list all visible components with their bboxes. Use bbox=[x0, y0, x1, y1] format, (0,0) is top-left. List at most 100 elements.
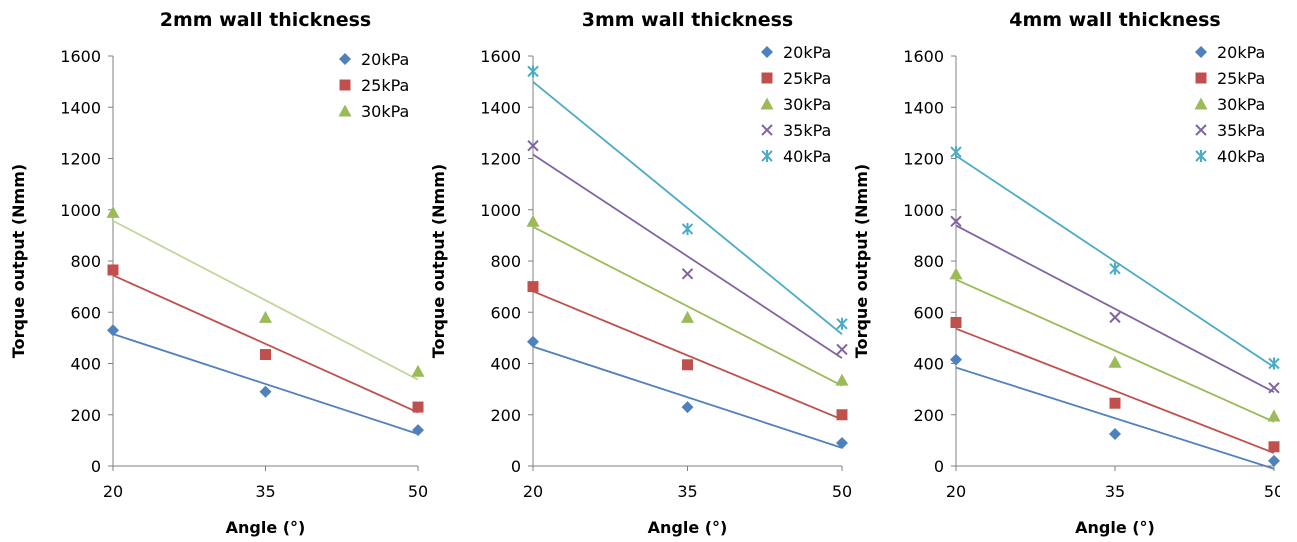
trendline bbox=[955, 154, 1275, 368]
series-35kPa bbox=[527, 139, 848, 359]
legend-marker bbox=[1194, 97, 1208, 110]
data-point bbox=[412, 401, 424, 413]
data-point bbox=[412, 424, 424, 437]
axes bbox=[951, 55, 1275, 471]
legend-label: 30kPa bbox=[361, 102, 409, 121]
series-30kPa bbox=[949, 267, 1280, 423]
legend-item: 25kPa bbox=[339, 76, 409, 95]
chart-title: 2mm wall thickness bbox=[160, 9, 372, 31]
y-tick-label: 1400 bbox=[480, 98, 521, 117]
y-tick-label: 1400 bbox=[60, 98, 101, 117]
legend-label: 25kPa bbox=[361, 76, 409, 95]
legend-label: 40kPa bbox=[1217, 147, 1265, 166]
data-point bbox=[411, 364, 425, 377]
y-tick-label: 1000 bbox=[903, 201, 944, 220]
x-axis-label: Angle (°) bbox=[1075, 518, 1155, 537]
data-point bbox=[1109, 262, 1121, 275]
data-point bbox=[681, 310, 694, 323]
data-point bbox=[527, 139, 539, 152]
data-point bbox=[835, 373, 849, 386]
x-axis-label: Angle (°) bbox=[648, 518, 728, 537]
data-point bbox=[260, 349, 271, 361]
y-tick-label: 1200 bbox=[903, 150, 944, 169]
legend-item: 40kPa bbox=[761, 147, 831, 166]
series-20kPa bbox=[950, 353, 1280, 470]
series-25kPa bbox=[527, 281, 848, 421]
data-point bbox=[527, 335, 539, 348]
y-tick-label: 1200 bbox=[60, 150, 101, 169]
x-tick-label: 50 bbox=[1264, 482, 1280, 501]
data-point bbox=[836, 436, 848, 449]
y-tick-label: 0 bbox=[91, 457, 101, 476]
series-40kPa bbox=[527, 65, 848, 335]
legend-item: 30kPa bbox=[1194, 95, 1265, 114]
legend-label: 35kPa bbox=[1217, 121, 1265, 140]
data-point bbox=[949, 267, 963, 280]
x-tick-label: 50 bbox=[408, 482, 428, 501]
legend-item: 25kPa bbox=[1195, 69, 1265, 88]
legend-item: 25kPa bbox=[761, 69, 831, 88]
chart-4mm: 4mm wall thickness 0 200 400 600 800 1000 1200 1… bbox=[852, 9, 1280, 537]
x-tick-label: 35 bbox=[255, 482, 275, 501]
legend-item: 20kPa bbox=[339, 50, 409, 69]
y-tick-label: 200 bbox=[70, 406, 101, 425]
data-point bbox=[1268, 441, 1280, 453]
data-point bbox=[259, 310, 272, 323]
x-tick-label: 35 bbox=[1105, 482, 1125, 501]
data-point bbox=[681, 401, 694, 414]
chart-3mm: 3mm wall thickness 0 200 400 600 800 1000 1200 1… bbox=[429, 9, 852, 537]
y-axis-label: Torque output (Nmm) bbox=[429, 164, 448, 358]
y-axis-label: Torque output (Nmm) bbox=[9, 164, 28, 358]
series-20kPa bbox=[527, 335, 848, 449]
legend-marker bbox=[339, 79, 351, 91]
trendline bbox=[955, 224, 1275, 393]
legend-marker bbox=[1195, 46, 1207, 58]
data-point bbox=[1267, 409, 1280, 422]
data-point bbox=[682, 359, 693, 371]
data-point bbox=[106, 205, 120, 218]
series-25kPa bbox=[950, 317, 1280, 454]
data-point bbox=[950, 317, 962, 328]
y-tick-label: 400 bbox=[490, 355, 521, 374]
y-tick-label: 0 bbox=[934, 457, 944, 476]
series-20kPa bbox=[107, 324, 424, 437]
y-tick-label: 1600 bbox=[480, 47, 521, 66]
axes bbox=[528, 55, 843, 471]
legend-marker bbox=[1195, 72, 1207, 84]
legend-item: 40kPa bbox=[1195, 147, 1265, 166]
chart-2mm: 2mm wall thickness 0 200 400 600 800 1000 1200 1… bbox=[9, 9, 428, 537]
series-35kPa bbox=[950, 215, 1280, 394]
legend-label: 20kPa bbox=[361, 50, 409, 69]
data-point bbox=[107, 324, 119, 337]
y-tick-label: 800 bbox=[70, 252, 101, 271]
legend-item: 35kPa bbox=[1195, 121, 1265, 140]
data-point bbox=[836, 317, 848, 330]
legend-item: 30kPa bbox=[338, 102, 409, 121]
legend-marker bbox=[761, 46, 773, 58]
legend-label: 40kPa bbox=[783, 147, 831, 166]
y-tick-label: 200 bbox=[490, 406, 521, 425]
data-point bbox=[527, 281, 539, 293]
data-point bbox=[1108, 355, 1122, 368]
legend-marker bbox=[1195, 150, 1207, 162]
trendline bbox=[532, 290, 843, 421]
data-point bbox=[950, 353, 962, 366]
x-tick-label: 20 bbox=[523, 482, 543, 501]
data-point bbox=[527, 65, 539, 78]
y-axis-label: Torque output (Nmm) bbox=[852, 164, 871, 358]
x-tick-label: 35 bbox=[677, 482, 697, 501]
series-30kPa bbox=[526, 214, 849, 387]
series-25kPa bbox=[107, 264, 424, 414]
data-point bbox=[950, 146, 962, 159]
y-tick-label: 1400 bbox=[903, 98, 944, 117]
trendline bbox=[532, 226, 843, 387]
trendline bbox=[955, 327, 1275, 454]
series-30kPa bbox=[106, 205, 425, 381]
y-tick-label: 800 bbox=[913, 252, 944, 271]
legend-label: 20kPa bbox=[1217, 43, 1265, 62]
trendline bbox=[112, 274, 419, 414]
trendline bbox=[955, 278, 1275, 423]
data-point bbox=[259, 385, 272, 398]
trendline bbox=[532, 81, 843, 335]
y-tick-label: 600 bbox=[913, 303, 944, 322]
